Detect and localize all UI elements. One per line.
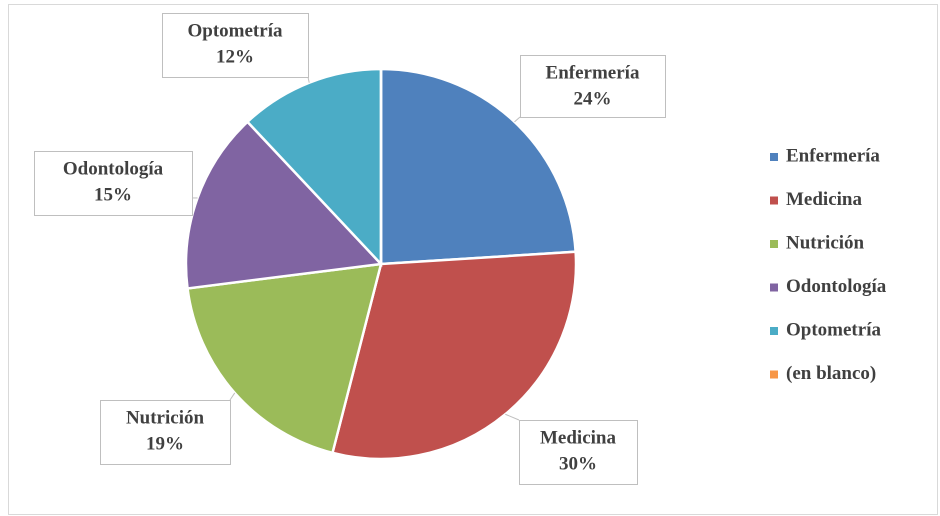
leader-line [505, 413, 520, 421]
legend-label: Odontología [786, 276, 887, 297]
legend-label: Nutrición [786, 232, 865, 253]
pie-slice [245, 67, 383, 268]
pie-slice [330, 250, 578, 461]
legend-label: Optometría [786, 319, 881, 340]
legend-swatch [770, 327, 778, 335]
data-label-value: 19% [146, 433, 184, 454]
data-label-value: 12% [216, 46, 254, 67]
data-label-value: 24% [574, 88, 612, 109]
data-label-category: Enfermería [546, 62, 640, 83]
leader-line [229, 392, 236, 401]
data-label-category: Nutrición [126, 407, 205, 428]
legend-swatch [770, 240, 778, 248]
data-label-box [520, 55, 666, 118]
data-label-box [162, 13, 309, 78]
legend-label: Medicina [786, 189, 862, 210]
legend-swatch [770, 196, 778, 205]
legend-swatch [770, 153, 778, 161]
data-label-category: Odontología [63, 158, 164, 179]
legend-label: Enfermería [786, 145, 880, 166]
data-label-category: Medicina [540, 427, 616, 448]
legend-swatch [770, 370, 778, 379]
pie-slice [184, 120, 384, 290]
data-label-category: Optometría [188, 20, 283, 41]
data-label-value: 15% [94, 184, 132, 205]
legend-swatch [770, 283, 778, 292]
data-label-box [34, 151, 193, 216]
data-label-box [519, 420, 638, 485]
pie-slice [186, 262, 383, 455]
legend-label: (en blanco) [786, 363, 876, 384]
data-label-box [100, 400, 231, 465]
leader-line [514, 116, 521, 123]
data-label-value: 30% [559, 453, 597, 474]
pie-slice [379, 67, 577, 266]
